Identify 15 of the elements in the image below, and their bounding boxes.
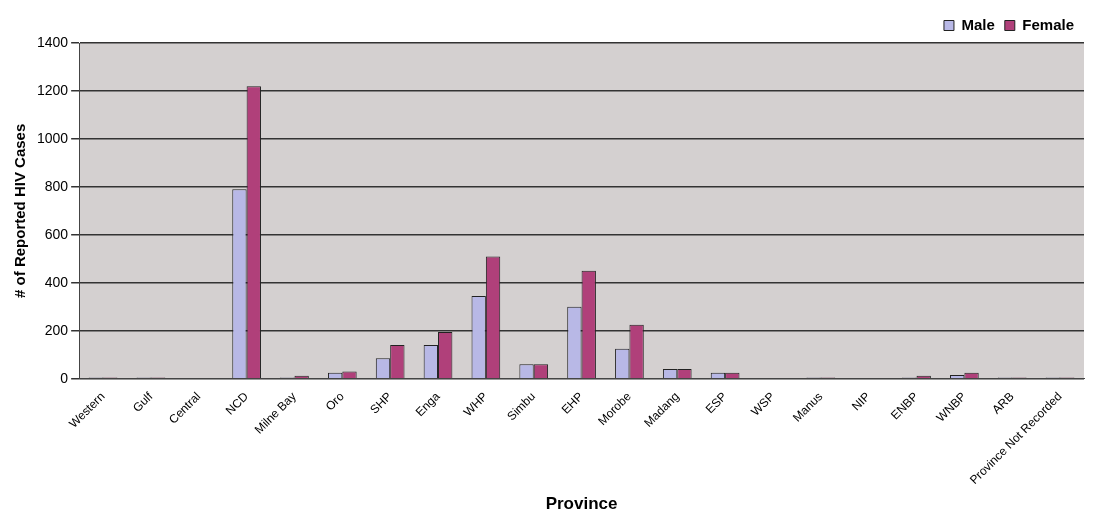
y-tick-label: 400 [44, 273, 69, 290]
y-axis-title: # of Reported HIV Cases [11, 123, 29, 298]
x-tick-label: Gulf [129, 388, 156, 415]
x-tick-label: NIP [849, 389, 874, 414]
legend-label: Female [1022, 15, 1075, 33]
y-tick-label: 1000 [36, 129, 69, 146]
y-tick-label: 1400 [36, 33, 69, 50]
y-tick-label: 200 [44, 321, 69, 338]
y-tick-label: 800 [44, 177, 69, 194]
y-tick-label: 600 [44, 225, 69, 242]
x-axis-title: Province [545, 494, 618, 514]
legend-label: Male [961, 15, 995, 33]
x-tick-label: Oro [322, 389, 348, 414]
y-tick-label: 1200 [36, 81, 69, 98]
y-tick-label: 0 [60, 369, 69, 386]
